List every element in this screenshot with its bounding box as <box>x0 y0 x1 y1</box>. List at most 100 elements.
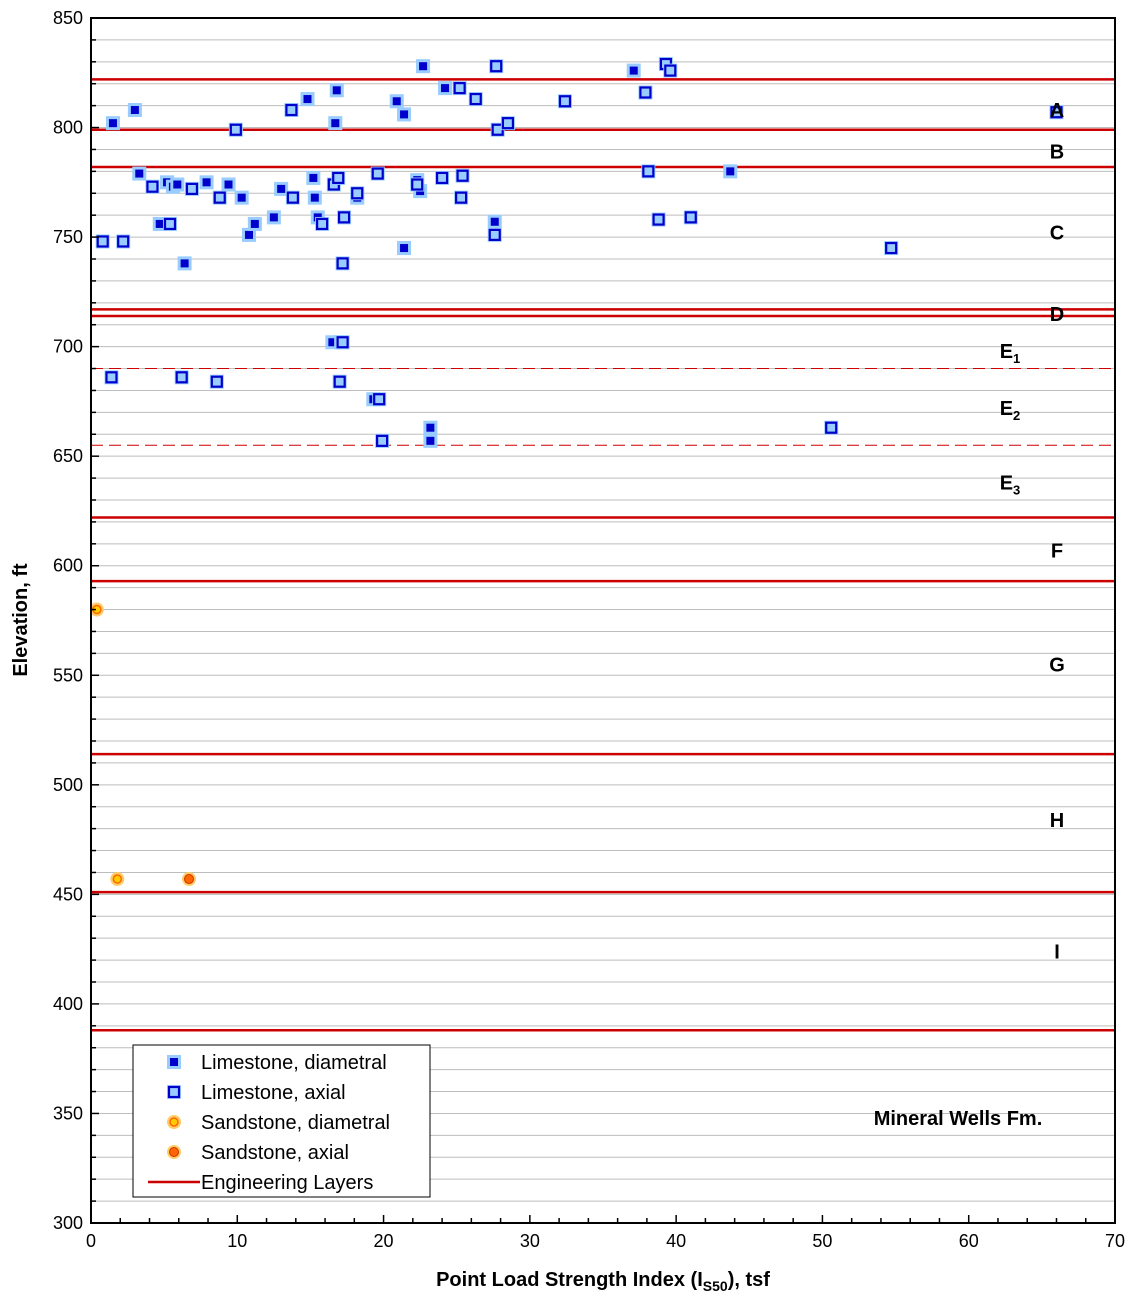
data-point-outline <box>453 82 466 95</box>
data-point-outline <box>642 165 655 178</box>
legend-label: Sandstone, axial <box>201 1142 349 1164</box>
data-point-outline <box>333 375 346 388</box>
data-point-core <box>184 874 195 885</box>
data-point <box>212 190 227 205</box>
y-tick-label: 700 <box>53 337 83 357</box>
axis-ticks <box>90 17 1116 1224</box>
data-point-core <box>250 219 259 228</box>
data-point <box>335 256 350 271</box>
data-point-outline <box>185 182 199 195</box>
data-point-outline <box>210 375 223 388</box>
data-point-core <box>202 178 211 187</box>
data-point-outline <box>558 95 572 108</box>
data-point-outline <box>146 180 159 193</box>
layer-label: D <box>1050 304 1064 326</box>
data-point <box>162 216 177 231</box>
annotation-formation: Mineral Wells Fm. <box>874 1108 1043 1130</box>
legend: Limestone, diametral Limestone, axial Sand… <box>132 1044 431 1198</box>
layer-label: B <box>1050 142 1064 164</box>
data-point-outline <box>664 64 677 77</box>
x-tick-label: 10 <box>227 1231 247 1251</box>
data-point-core <box>112 874 123 884</box>
y-tick-label: 400 <box>53 994 83 1014</box>
data-point-outline <box>456 169 469 182</box>
data-point-core <box>328 338 337 347</box>
data-point <box>410 177 425 192</box>
data-point-outline <box>336 257 349 270</box>
tick-labels: 300 350 400 450 500 550 600 650 700 750 800 850 0 10 2… <box>53 8 1125 1251</box>
data-point-core <box>309 173 318 182</box>
x-tick-label: 0 <box>86 1231 96 1251</box>
data-point-core <box>490 217 499 226</box>
legend-swatch-core <box>169 1147 179 1157</box>
data-point <box>557 94 572 109</box>
layer-labels: AB C D E1 E2 E3 F G H I <box>1000 100 1065 963</box>
data-point <box>104 370 119 385</box>
y-tick-label: 500 <box>53 775 83 795</box>
data-point <box>454 190 469 205</box>
y-axis-title: Elevation, ft <box>10 563 32 677</box>
layer-label: E3 <box>1000 472 1021 497</box>
data-point-core <box>180 259 189 268</box>
data-point-core <box>400 110 409 119</box>
layer-label: F <box>1051 540 1063 562</box>
data-point-outline <box>371 167 384 180</box>
data-point-core <box>441 84 450 93</box>
data-point <box>663 63 678 78</box>
data-point <box>638 85 653 100</box>
data-point-outline <box>469 92 482 106</box>
legend-swatch-outline <box>167 1085 181 1099</box>
legend-box <box>132 1044 431 1198</box>
data-point <box>285 190 300 205</box>
data-point <box>315 216 330 231</box>
legend-swatch-core <box>169 1117 179 1127</box>
data-point-outline <box>117 235 130 248</box>
data-point-outline <box>435 171 449 185</box>
layer-label: A <box>1050 100 1064 122</box>
data-point <box>332 374 347 389</box>
data-point <box>335 335 350 350</box>
data-point <box>500 116 515 131</box>
data-point-outline <box>337 211 351 224</box>
data-point-outline <box>285 103 298 117</box>
data-point-core <box>244 230 253 239</box>
data-point-outline <box>286 191 299 204</box>
y-tick-label: 800 <box>53 118 83 138</box>
data-point-core <box>392 97 401 106</box>
data-point-outline <box>163 217 177 231</box>
data-point-outline <box>332 171 345 185</box>
data-point-outline <box>336 336 349 349</box>
data-point <box>487 227 502 242</box>
data-point <box>337 210 352 225</box>
data-point <box>228 122 243 137</box>
data-point-core <box>303 95 312 104</box>
data-point-outline <box>175 371 188 384</box>
data-point-core <box>726 167 735 176</box>
data-points <box>89 57 1064 887</box>
data-point-core <box>332 86 341 95</box>
data-point-outline <box>1050 106 1063 119</box>
data-point-outline <box>490 60 503 73</box>
legend-label: Sandstone, diametral <box>201 1112 390 1134</box>
data-point-core <box>426 423 435 432</box>
data-point <box>489 59 504 74</box>
y-tick-label: 750 <box>53 227 83 247</box>
data-point <box>683 210 698 225</box>
data-point-core <box>173 180 182 189</box>
legend-swatch <box>167 1085 181 1099</box>
data-point-core <box>269 213 278 222</box>
data-point <box>1049 105 1064 120</box>
y-tick-label: 850 <box>53 8 83 28</box>
x-tick-label: 40 <box>666 1231 686 1251</box>
data-point-core <box>331 119 340 128</box>
data-point <box>116 234 131 249</box>
y-tick-label: 550 <box>53 665 83 685</box>
layer-label: I <box>1054 941 1060 963</box>
x-tick-label: 30 <box>520 1231 540 1251</box>
data-point-core <box>237 193 246 202</box>
data-point <box>95 234 110 249</box>
data-point-outline <box>316 217 329 231</box>
data-point <box>350 186 365 201</box>
data-point-core <box>108 119 117 128</box>
